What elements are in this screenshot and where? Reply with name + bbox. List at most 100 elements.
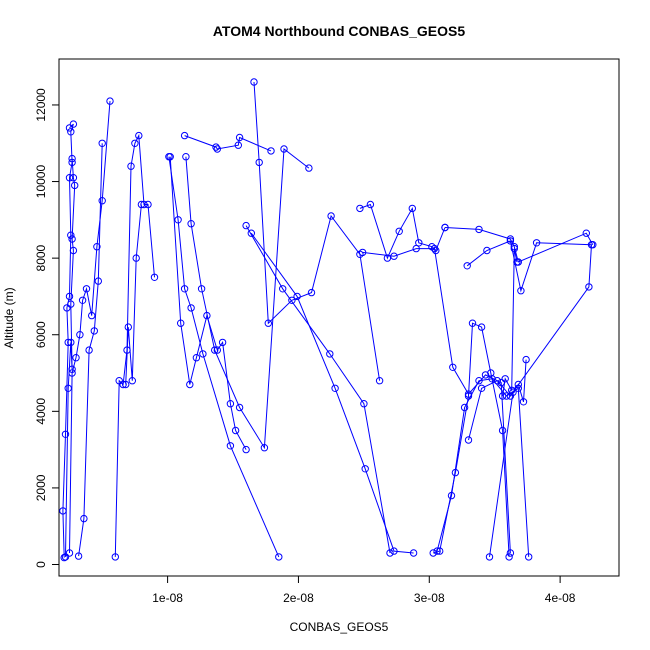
data-point [408, 204, 416, 213]
series-line [69, 101, 111, 554]
series-layer [59, 78, 597, 562]
data-point [463, 262, 471, 270]
data-point [187, 220, 195, 228]
data-point [119, 380, 127, 389]
series-line [125, 204, 142, 385]
data-point [82, 285, 91, 293]
y-tick-label: 4000 [34, 398, 48, 425]
series-8 [165, 153, 283, 561]
series-5 [111, 131, 159, 561]
data-point [115, 377, 123, 385]
data-point [433, 547, 441, 555]
data-point [519, 398, 528, 406]
data-point [502, 392, 511, 400]
data-point [65, 174, 74, 182]
y-tick-label: 10000 [34, 165, 48, 199]
data-point [477, 384, 486, 392]
data-point [485, 553, 494, 561]
y-tick-label: 12000 [34, 88, 48, 122]
data-point [464, 436, 473, 444]
data-point [85, 346, 93, 354]
data-point [506, 549, 515, 557]
x-tick-label: 4e-08 [545, 591, 576, 605]
data-point [361, 465, 369, 473]
data-point [506, 237, 515, 245]
series-line [169, 156, 247, 450]
series-3 [65, 97, 114, 557]
data-point [234, 141, 243, 149]
data-point [80, 514, 88, 523]
data-point [106, 97, 114, 105]
data-point [390, 547, 398, 555]
data-point [124, 323, 133, 331]
data-point [395, 227, 403, 236]
data-point [213, 346, 222, 354]
data-point [98, 197, 106, 205]
x-tick-label: 3e-08 [414, 591, 445, 605]
series-13 [247, 229, 418, 557]
data-point [429, 549, 437, 557]
data-point [127, 162, 135, 170]
data-point [409, 549, 418, 557]
x-tick-label: 2e-08 [283, 591, 314, 605]
series-12 [242, 221, 394, 557]
data-point [498, 426, 507, 435]
series-11 [250, 78, 384, 385]
data-point [68, 154, 76, 163]
data-point [197, 285, 206, 293]
y-tick-label: 0 [34, 561, 48, 568]
series-line [502, 248, 518, 397]
series-line [168, 156, 280, 558]
data-point [182, 153, 190, 161]
data-point [386, 549, 394, 557]
series-line [78, 143, 103, 557]
data-point [468, 319, 477, 327]
data-point [65, 549, 74, 557]
data-point [488, 375, 496, 383]
data-point [498, 392, 507, 400]
series-line [114, 133, 155, 557]
data-point [582, 229, 590, 237]
series-10 [180, 131, 275, 155]
data-point [67, 300, 75, 308]
data-point [327, 212, 335, 220]
data-point [305, 164, 313, 172]
series-line [466, 240, 593, 557]
y-tick-label: 2000 [34, 474, 48, 501]
data-point [69, 246, 78, 255]
data-point [242, 445, 250, 454]
data-point [326, 350, 334, 358]
data-point [501, 375, 509, 383]
data-point [76, 331, 84, 339]
series-18 [464, 355, 530, 444]
series-9 [182, 145, 313, 452]
series-line [185, 148, 310, 450]
data-point [78, 296, 87, 304]
data-point [111, 553, 120, 561]
data-point [510, 244, 518, 253]
data-point [293, 292, 301, 301]
x-axis: 1e-08 2e-08 3e-08 4e-08 [152, 576, 576, 605]
y-axis: 0 2000 4000 6000 8000 10000 12000 [34, 88, 59, 568]
data-point [67, 128, 75, 136]
data-point [475, 225, 483, 234]
x-tick-label: 1e-08 [152, 591, 183, 605]
data-point [192, 354, 201, 362]
data-point [449, 363, 457, 371]
data-point [132, 254, 140, 262]
data-point [279, 285, 287, 293]
data-point [72, 354, 80, 362]
data-point [360, 400, 368, 408]
series-line [468, 359, 527, 441]
data-point [74, 552, 83, 560]
data-point [187, 304, 195, 312]
data-point [180, 285, 189, 293]
data-point [88, 311, 96, 320]
data-point [436, 547, 444, 555]
data-point [275, 553, 283, 561]
data-point [267, 147, 275, 155]
data-point [235, 133, 244, 142]
data-point [356, 204, 364, 213]
data-point [255, 158, 263, 167]
series-21 [498, 244, 521, 400]
